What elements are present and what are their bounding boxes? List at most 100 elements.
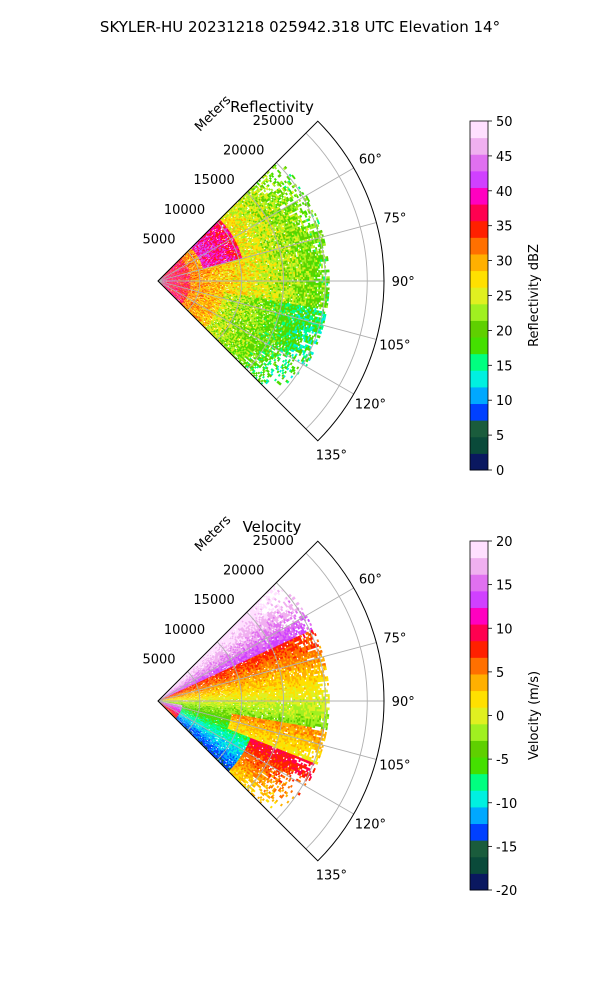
radar-gate <box>167 275 170 277</box>
radar-gate <box>163 283 166 284</box>
radar-gate <box>165 286 167 288</box>
radar-gate <box>165 272 168 274</box>
radar-gate <box>165 286 167 288</box>
radar-gate <box>164 286 167 289</box>
radar-gate <box>164 285 166 287</box>
radar-gate <box>166 277 169 278</box>
radar-gate <box>167 275 170 277</box>
radar-gate <box>165 286 168 288</box>
radar-gate <box>166 272 168 275</box>
radar-gate <box>163 278 166 279</box>
radar-gate <box>164 284 167 286</box>
radar-gate <box>166 276 169 278</box>
radar-gate <box>166 276 169 278</box>
radar-gate <box>163 278 166 279</box>
radar-gate <box>162 275 165 278</box>
radar-gate <box>163 283 166 285</box>
radar-gate <box>163 277 166 279</box>
radar-gate <box>164 285 166 287</box>
radar-gate <box>164 284 167 285</box>
radar-gate <box>163 274 166 277</box>
radar-gate <box>165 279 168 280</box>
radar-gate <box>161 277 164 279</box>
radar-gate <box>163 283 166 285</box>
radar-gate <box>164 277 167 278</box>
radar-gate <box>165 283 168 285</box>
panels: Reflectivity500010000150002000025000Mete… <box>142 93 542 899</box>
radar-gate <box>165 283 168 285</box>
radar-gate <box>163 278 166 280</box>
radar-gate <box>163 283 166 285</box>
radar-gate <box>167 275 170 277</box>
radar-gate <box>165 277 167 279</box>
radar-gate <box>163 285 166 288</box>
radar-gate <box>166 284 169 286</box>
radar-gate <box>162 278 164 280</box>
radar-gate <box>161 276 164 279</box>
radar-gate <box>165 277 167 279</box>
panel-reflectivity: Reflectivity500010000150002000025000Mete… <box>142 93 542 479</box>
radar-gate <box>168 282 171 284</box>
radar-gate <box>166 275 168 277</box>
radar-gate <box>166 277 169 278</box>
radar-gate <box>165 272 168 274</box>
radar-gate <box>165 277 167 279</box>
radar-gate <box>168 278 171 279</box>
radar-gate <box>167 275 170 277</box>
radar-gate <box>161 283 164 285</box>
radar-gate <box>164 275 166 277</box>
radar-gate <box>163 283 166 285</box>
radar-gate <box>161 283 164 285</box>
radar-gate <box>167 275 170 277</box>
radar-gate <box>163 283 166 285</box>
radar-gate <box>164 276 167 278</box>
radar-gate <box>165 286 168 288</box>
radar-data-field <box>158 163 330 386</box>
radar-gate <box>166 283 169 285</box>
radar-gate <box>163 285 166 287</box>
radar-gate <box>163 285 166 288</box>
radar-gate <box>165 286 167 289</box>
radar-gate <box>162 284 165 286</box>
radar-gate <box>162 282 164 284</box>
radar-gate <box>161 277 164 279</box>
radar-gate <box>164 276 167 278</box>
radar-gate <box>166 284 169 286</box>
radar-gate <box>166 285 168 287</box>
radar-gate <box>162 276 165 278</box>
radar-gate <box>168 276 170 278</box>
radar-gate <box>164 275 166 277</box>
radar-gate <box>166 278 169 280</box>
radar-gate <box>164 284 167 286</box>
radar-gate <box>168 277 171 278</box>
radar-gate <box>166 273 169 276</box>
radar-gate <box>165 283 167 285</box>
radar-gate <box>168 283 171 284</box>
radar-gate <box>166 284 169 286</box>
figure-suptitle: SKYLER-HU 20231218 025942.318 UTC Elevat… <box>100 18 500 36</box>
radar-gate <box>166 276 169 278</box>
radar-gate <box>166 275 168 277</box>
radar-gate <box>165 283 167 285</box>
radar-gate <box>163 275 166 277</box>
radar-gate <box>162 278 164 280</box>
radar-gate <box>165 286 167 288</box>
radar-gate <box>162 282 164 284</box>
radar-gate <box>162 282 164 284</box>
radar-gate <box>164 285 166 287</box>
radar-gate <box>165 286 167 288</box>
radar-gate <box>161 283 164 285</box>
radar-gate <box>164 273 167 276</box>
radar-gate <box>167 278 169 280</box>
radar-gate <box>162 275 165 278</box>
radar-gate <box>166 276 169 278</box>
radar-gate <box>163 274 166 277</box>
radar-gate <box>167 275 170 277</box>
radar-gate <box>166 284 169 285</box>
radar-gate <box>168 278 171 280</box>
radar-gate <box>166 283 169 285</box>
radar-gate <box>162 275 165 278</box>
radar-gate <box>168 278 171 280</box>
radar-gate <box>162 282 165 284</box>
